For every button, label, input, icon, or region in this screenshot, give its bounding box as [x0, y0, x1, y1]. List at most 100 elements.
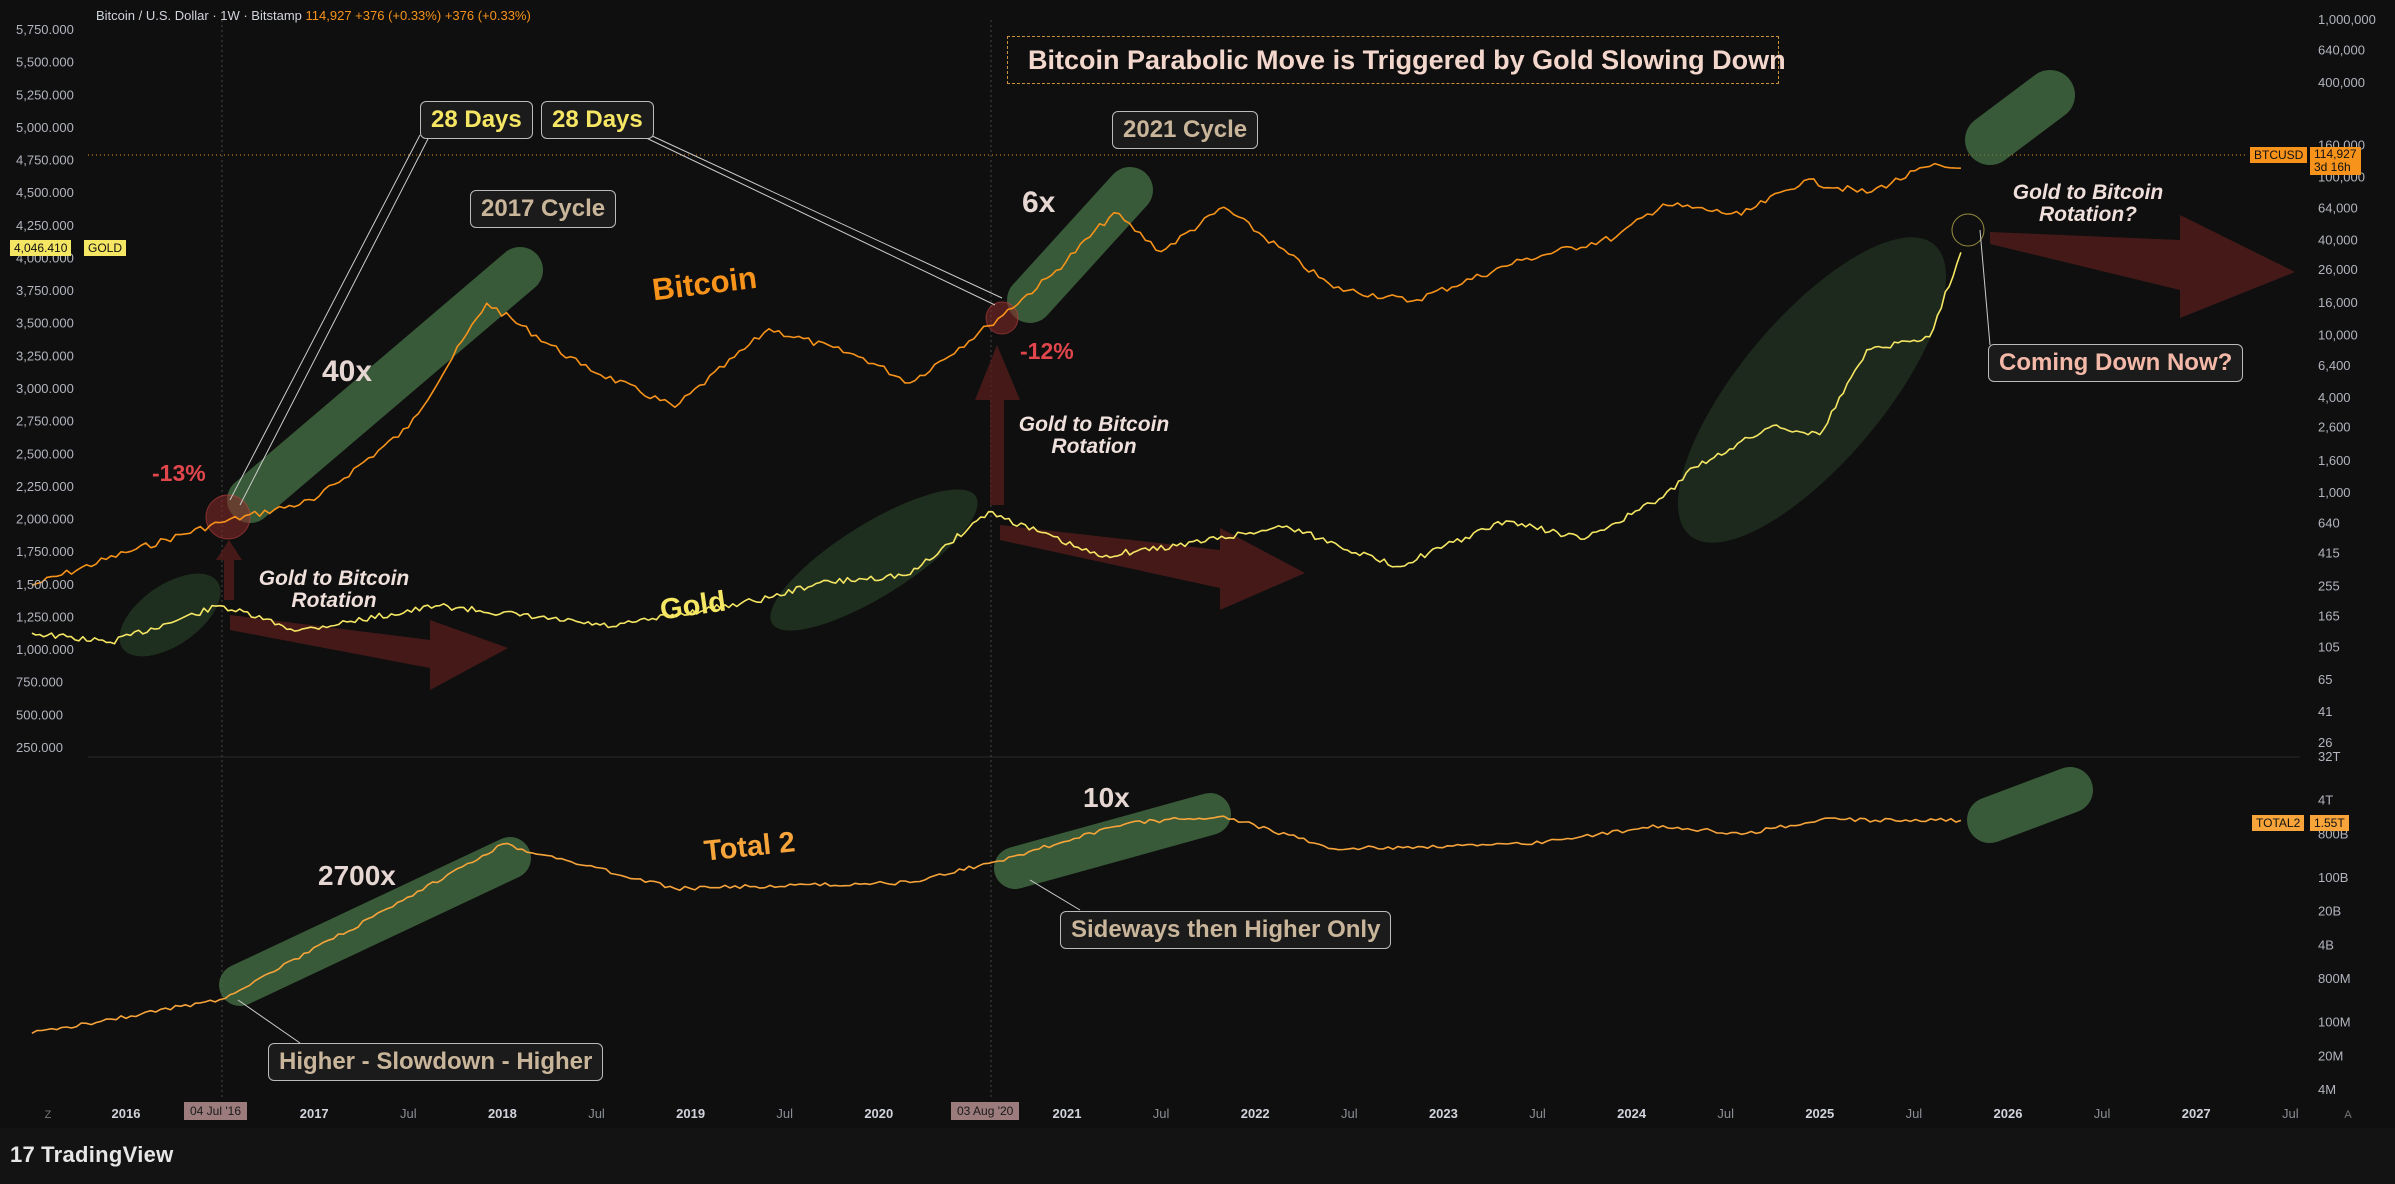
- gold-zone-2020: [770, 489, 978, 631]
- x-axis-tick: Jul: [1153, 1106, 1170, 1121]
- tradingview-logo-icon: 17: [10, 1142, 36, 1167]
- btc-axis-tick: 65: [2318, 672, 2332, 687]
- cycle-2017-box: 2017 Cycle: [470, 190, 617, 228]
- rotation-note-1-line2: Rotation: [291, 589, 377, 613]
- gold-outflow-arrow-3: [1990, 215, 2295, 318]
- higher-slowdown-text: Higher - Slowdown - Higher: [279, 1048, 593, 1075]
- date-marker-1: 04 Jul '16: [184, 1102, 247, 1120]
- btc-projection-highlight: [1965, 70, 2075, 165]
- sideways-pointer: [1029, 879, 1081, 911]
- btc-axis-tick: 415: [2318, 545, 2340, 560]
- gold-line: [31, 252, 1962, 645]
- x-axis-tick: Jul: [588, 1106, 605, 1121]
- x-axis-tick: 2016: [112, 1106, 141, 1121]
- tradingview-brand: TradingView: [41, 1142, 174, 1167]
- rotation-note-1-line1: Gold to Bitcoin: [258, 567, 410, 590]
- x-axis-tick: 2022: [1241, 1106, 1270, 1121]
- coming-down-box: Coming Down Now?: [1988, 344, 2244, 382]
- gold-axis-tick: 3,750.000: [16, 283, 74, 298]
- total2-line: [31, 815, 1962, 1035]
- gold-axis-tick: 5,500.000: [16, 55, 74, 70]
- btc-label-badge: BTCUSD: [2250, 147, 2308, 163]
- mult-40x: 40x: [322, 355, 373, 388]
- btc-axis-tick: 105: [2318, 639, 2340, 654]
- cycle-2021-box: 2021 Cycle: [1112, 111, 1259, 149]
- total2-label: TOTAL2: [2256, 816, 2301, 830]
- rotation-note-2-line2: Rotation: [1051, 435, 1137, 459]
- btc-axis-tick: 1,600: [2318, 453, 2351, 468]
- gold-label-badge: GOLD: [84, 240, 127, 256]
- total2-price-badge: 1.55T: [2310, 815, 2349, 831]
- btc-axis-tick: 165: [2318, 608, 2340, 623]
- btc-axis-tick: 640,000: [2318, 43, 2365, 58]
- x-axis-tick: 2018: [488, 1106, 517, 1121]
- btc-axis-tick: 400,000: [2318, 75, 2365, 90]
- symbol-title: Bitcoin / U.S. Dollar · 1W · Bitstamp: [96, 8, 302, 23]
- total2-axis-tick: 20B: [2318, 904, 2341, 919]
- rotation-note-2-line1: Gold to Bitcoin: [1018, 413, 1170, 436]
- change-1: +376 (+0.33%): [355, 8, 442, 23]
- mult-6x: 6x: [1022, 186, 1056, 219]
- gold-axis-tick: 2,250.000: [16, 479, 74, 494]
- btc-axis-tick: 40,000: [2318, 232, 2358, 247]
- total2-axis-tick: 800M: [2318, 971, 2351, 986]
- gold-price: 4,046.410: [14, 241, 68, 255]
- btc-countdown: 3d 16h: [2314, 160, 2351, 175]
- gold-axis-tick: 1,500.000: [16, 577, 74, 592]
- btc-axis-tick: 255: [2318, 579, 2340, 594]
- x-axis-tick: 2026: [1994, 1106, 2023, 1121]
- total2-axis-tick: 4B: [2318, 937, 2334, 952]
- total2-axis-tick: 4T: [2318, 793, 2333, 808]
- gold-axis-tick: 1,750.000: [16, 544, 74, 559]
- gold-axis-tick: 3,000.000: [16, 381, 74, 396]
- days-1-pointer-b: [239, 134, 431, 506]
- mult-2700x: 2700x: [318, 860, 396, 891]
- x-axis-tick: 2025: [1805, 1106, 1834, 1121]
- coming-down-pointer: [1979, 229, 1991, 346]
- gold-axis-tick: 2,000.000: [16, 512, 74, 527]
- btc-axis-tick: 1,000: [2318, 485, 2351, 500]
- total2-axis-tick: 4M: [2318, 1082, 2336, 1097]
- cycle-2021-text: 2021 Cycle: [1123, 116, 1248, 143]
- date-marker-2: 03 Aug '20: [951, 1102, 1020, 1120]
- x-axis-tick: Jul: [1341, 1106, 1358, 1121]
- total2-projection-highlight: [1967, 767, 2093, 843]
- last-price: 114,927: [305, 8, 352, 23]
- x-axis-tick: Jul: [2094, 1106, 2111, 1121]
- higher-slowdown-pointer: [237, 999, 301, 1044]
- x-axis-tick: 2020: [864, 1106, 893, 1121]
- days-2-pointer-a: [639, 134, 996, 306]
- days-text-1: 28 Days: [431, 106, 522, 133]
- btc-label: BTCUSD: [2254, 148, 2304, 162]
- btc-axis-tick: 4,000: [2318, 390, 2351, 405]
- higher-slowdown-box: Higher - Slowdown - Higher: [268, 1043, 604, 1081]
- btc-axis-tick: 26: [2318, 735, 2332, 750]
- days-1-pointer-a: [229, 134, 421, 501]
- sideways-text: Sideways then Higher Only: [1071, 916, 1381, 943]
- btc-price: 114,927: [2314, 147, 2357, 161]
- x-axis-tick: 2019: [676, 1106, 705, 1121]
- gold-axis-tick: 2,750.000: [16, 414, 74, 429]
- total2-label-badge: TOTAL2: [2252, 815, 2305, 831]
- gold-axis-tick: 4,750.000: [16, 153, 74, 168]
- footer-bar: 17 TradingView: [0, 1128, 2395, 1184]
- btc-price-badge: 114,927 3d 16h: [2310, 147, 2361, 176]
- gold-label: GOLD: [88, 241, 123, 255]
- sideways-box: Sideways then Higher Only: [1060, 911, 1392, 949]
- cycle-2017-text: 2017 Cycle: [481, 195, 606, 222]
- x-axis-tick: Jul: [400, 1106, 417, 1121]
- rotation-note-3-line1: Gold to Bitcoin: [2012, 181, 2164, 204]
- pct-minus-12: -12%: [1020, 338, 1074, 364]
- x-axis-tick: 2027: [2182, 1106, 2211, 1121]
- days-text-2: 28 Days: [552, 106, 643, 133]
- mult-10x: 10x: [1083, 782, 1130, 813]
- x-axis-tick: Jul: [1906, 1106, 1923, 1121]
- total2-axis-tick: 20M: [2318, 1048, 2343, 1063]
- btc-axis-tick: 640: [2318, 516, 2340, 531]
- gold-axis-tick: 3,500.000: [16, 316, 74, 331]
- tradingview-logo[interactable]: 17 TradingView: [10, 1142, 174, 1168]
- top-marker-2016: [205, 494, 251, 540]
- gold-axis-tick: 3,250.000: [16, 348, 74, 363]
- x-axis-tick: 2024: [1617, 1106, 1647, 1121]
- total2-axis-tick: 100M: [2318, 1015, 2351, 1030]
